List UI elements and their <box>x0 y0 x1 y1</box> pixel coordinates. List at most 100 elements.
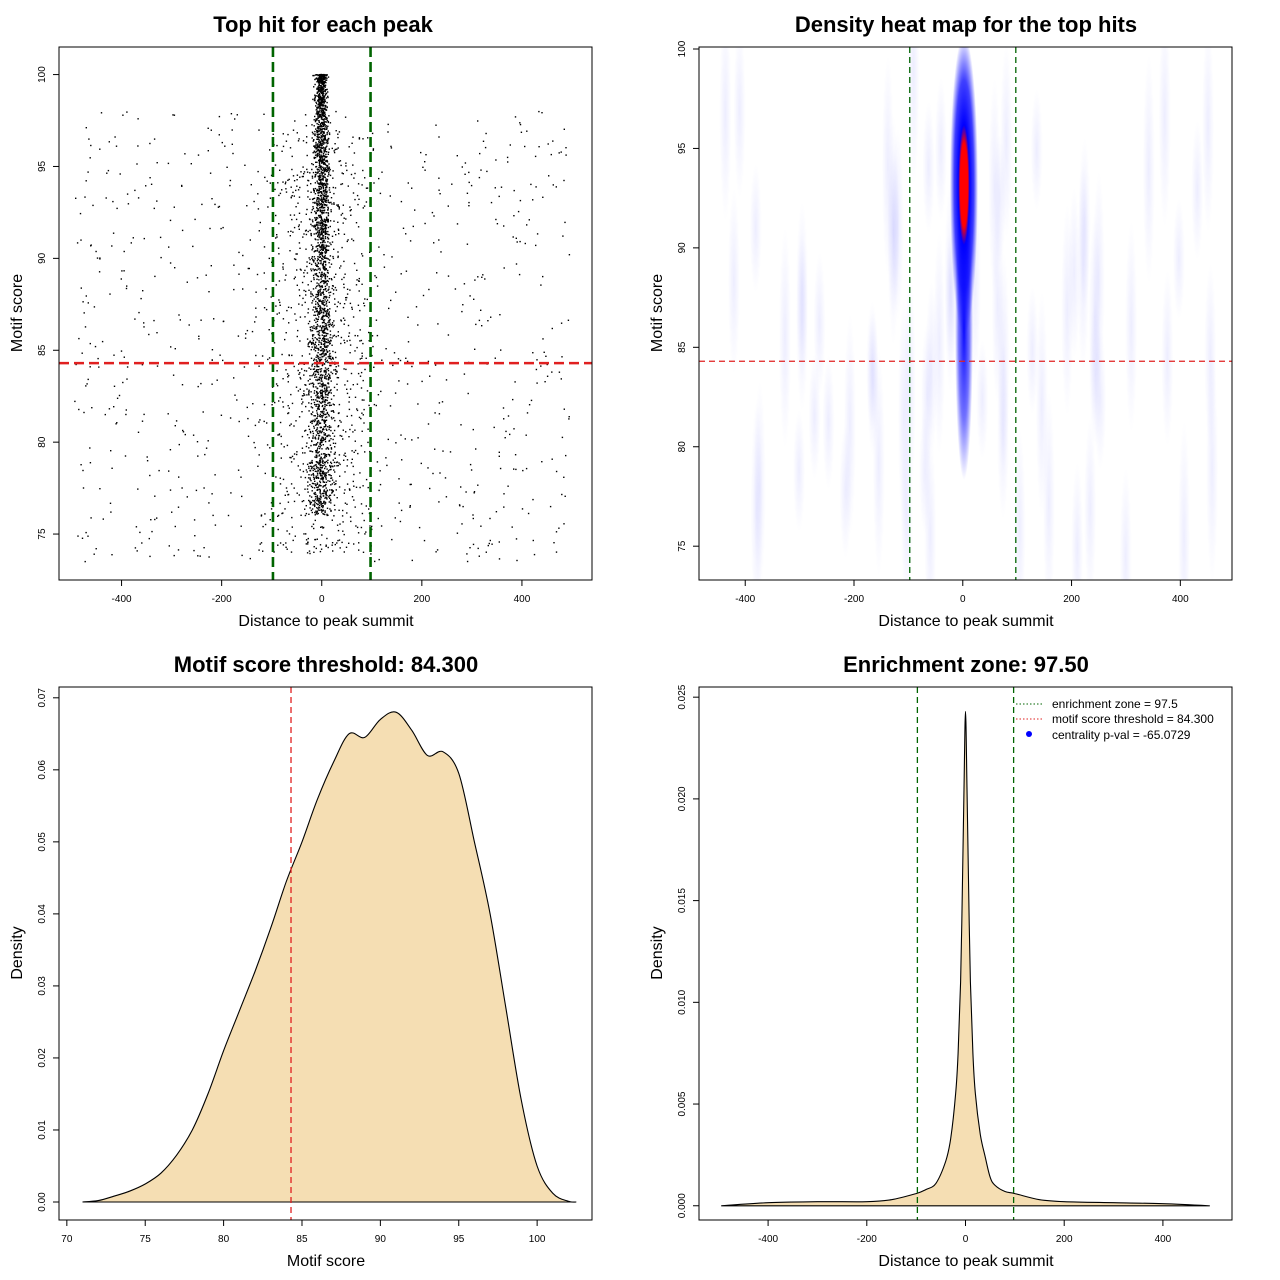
scatter-point <box>326 279 329 282</box>
scatter-point <box>308 513 310 515</box>
scatter-point <box>316 269 318 271</box>
scatter-point <box>320 180 322 182</box>
x-tick-label: 400 <box>1155 1234 1172 1245</box>
scatter-point <box>324 261 327 263</box>
scatter-point <box>505 430 507 433</box>
scatter-point <box>337 529 340 532</box>
scatter-point <box>315 475 317 477</box>
scatter-point <box>500 349 502 351</box>
scatter-point <box>325 195 327 198</box>
scatter-point <box>325 200 327 202</box>
scatter-point <box>313 119 315 121</box>
scatter-point <box>318 121 320 123</box>
scatter-point <box>322 495 325 497</box>
scatter-point <box>542 275 544 278</box>
scatter-point <box>308 367 310 369</box>
scatter-point <box>304 508 306 510</box>
scatter-point <box>325 148 327 150</box>
scatter-point <box>221 141 223 144</box>
scatter-point <box>319 480 321 482</box>
scatter-point <box>324 121 326 123</box>
scatter-point <box>316 318 318 320</box>
scatter-point <box>327 396 329 399</box>
scatter-point <box>331 483 334 485</box>
scatter-point <box>358 277 360 280</box>
scatter-point <box>314 96 316 98</box>
scatter-point <box>524 242 526 245</box>
scatter-point <box>317 314 319 316</box>
scatter-point <box>316 360 318 362</box>
scatter-point <box>325 216 328 218</box>
scatter-point <box>325 487 327 489</box>
scatter-point <box>313 348 315 351</box>
scatter-point <box>324 404 326 406</box>
scatter-point <box>456 223 459 225</box>
scatter-point <box>319 235 321 237</box>
scatter-point <box>318 271 321 274</box>
scatter-point <box>325 349 328 351</box>
scatter-point <box>327 249 330 251</box>
scatter-point <box>321 78 324 80</box>
scatter-point <box>184 433 186 436</box>
y-tick-label: 85 <box>37 344 48 356</box>
scatter-point <box>282 181 284 183</box>
scatter-point <box>347 239 349 241</box>
scatter-point <box>316 278 318 280</box>
scatter-point <box>326 132 328 134</box>
scatter-point <box>325 376 327 378</box>
scatter-point <box>320 485 322 487</box>
scatter-point <box>320 167 322 169</box>
scatter-point <box>312 327 314 329</box>
scatter-point <box>328 315 331 317</box>
scatter-point <box>146 456 148 458</box>
x-tick-label: -200 <box>212 594 232 605</box>
scatter-point <box>449 451 452 453</box>
scatter-point <box>285 369 287 371</box>
scatter-point <box>322 299 324 302</box>
scatter-point <box>320 166 322 168</box>
scatter-point <box>201 203 203 206</box>
scatter-point <box>320 141 322 144</box>
scatter-point <box>477 276 479 278</box>
scatter-point <box>328 278 331 280</box>
scatter-point <box>305 213 307 215</box>
scatter-point <box>361 430 363 432</box>
scatter-point <box>320 182 322 184</box>
scatter-point <box>89 462 92 464</box>
scatter-point <box>315 171 317 173</box>
y-tick-label: 75 <box>37 528 48 540</box>
scatter-point <box>352 316 355 318</box>
scatter-point <box>284 494 286 496</box>
scatter-point <box>315 118 317 120</box>
scatter-point <box>302 395 304 397</box>
scatter-point <box>328 455 331 457</box>
scatter-point <box>322 267 324 269</box>
scatter-point <box>151 530 153 533</box>
scatter-point <box>308 410 310 412</box>
scatter-point <box>322 79 324 81</box>
scatter-point <box>433 242 435 244</box>
scatter-point <box>324 254 326 257</box>
scatter-point <box>323 150 325 152</box>
scatter-point <box>327 356 329 358</box>
scatter-point <box>296 453 298 456</box>
scatter-point <box>346 465 348 467</box>
scatter-point <box>211 198 213 200</box>
scatter-point <box>220 414 223 416</box>
heatmap-density-streak <box>1013 428 1026 580</box>
scatter-point <box>337 425 339 428</box>
scatter-point <box>526 224 528 226</box>
y-tick-label: 90 <box>37 252 48 264</box>
scatter-point <box>325 491 328 493</box>
scatter-point <box>263 246 266 248</box>
scatter-point <box>433 215 435 217</box>
scatter-point <box>327 207 329 209</box>
scatter-point <box>320 247 322 249</box>
scatter-point <box>173 554 175 557</box>
scatter-point <box>318 137 320 139</box>
scatter-point <box>310 420 313 422</box>
scatter-point <box>316 392 319 394</box>
heatmap-density-streak <box>822 354 835 490</box>
scatter-point <box>312 300 314 302</box>
scatter-point <box>316 476 318 478</box>
